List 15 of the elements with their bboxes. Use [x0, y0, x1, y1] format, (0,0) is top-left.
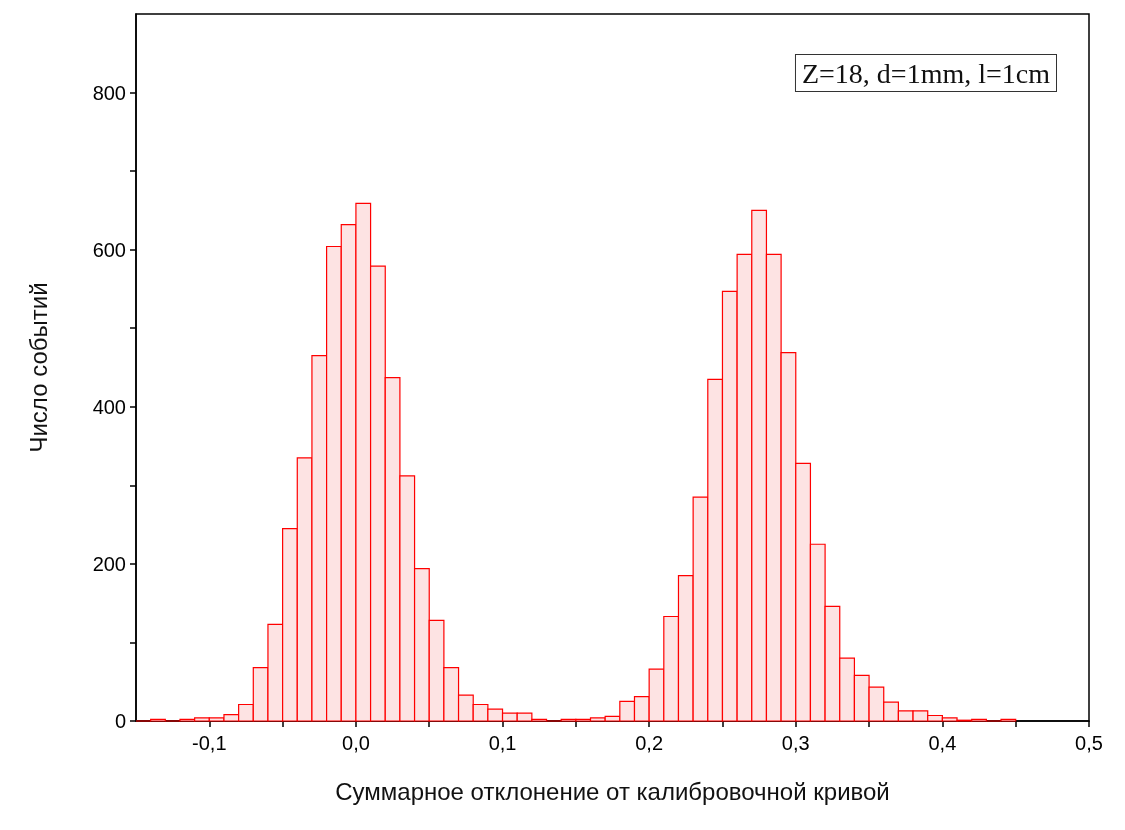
y-tick-label: 400 — [92, 395, 126, 418]
y-tick-label: 600 — [92, 238, 126, 261]
x-tick-label: 0,2 — [635, 732, 664, 754]
x-tick-label: 0,1 — [488, 732, 517, 754]
y-tick-label: 200 — [92, 552, 126, 575]
annotation: Z=18, d=1mm, l=1cm — [801, 57, 1051, 89]
y-tick-label: 800 — [92, 81, 126, 104]
x-tick-label: 0,3 — [781, 732, 810, 754]
x-tick-label: 0,0 — [342, 732, 370, 754]
x-tick-label: 0,5 — [1075, 732, 1103, 754]
x-tick-label: 0,4 — [928, 732, 957, 754]
y-tick-label: 0 — [114, 710, 126, 732]
y-axis-title: Число событий — [24, 282, 52, 453]
x-axis-title: Суммарное отклонение от калибровочной кривой — [335, 777, 890, 805]
x-tick-label: -0,1 — [192, 732, 227, 754]
